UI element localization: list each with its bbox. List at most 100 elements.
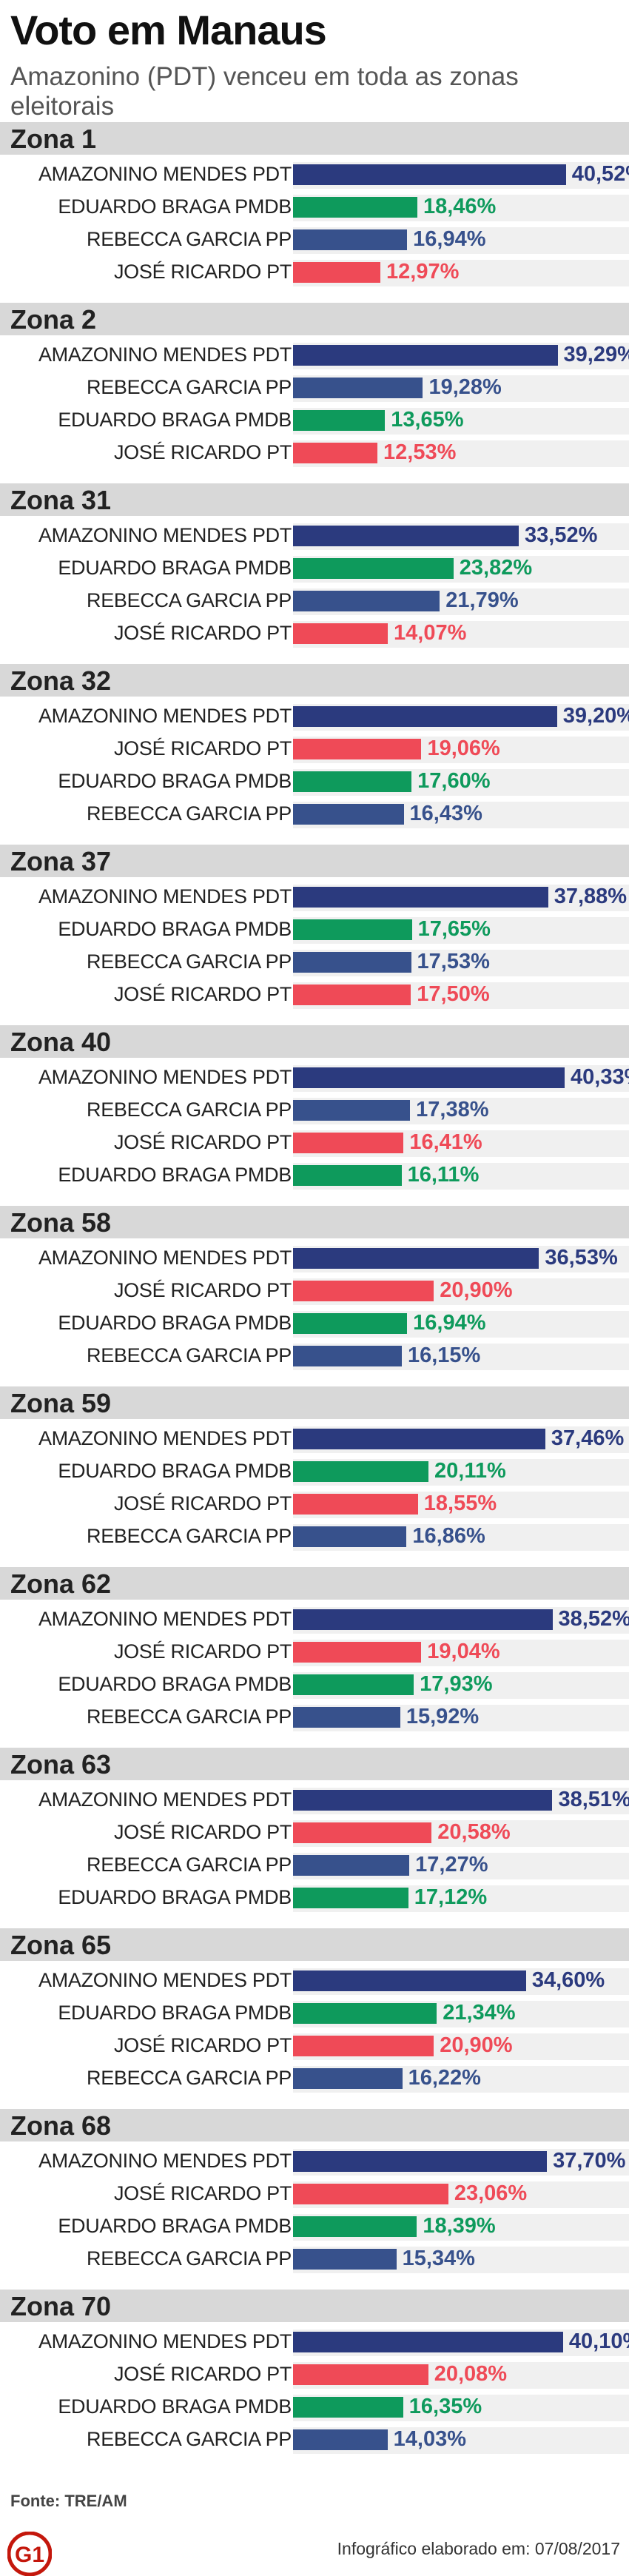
zone-title: Zona 70 — [10, 2291, 112, 2321]
bar-pt — [293, 985, 411, 1005]
value-label: 16,41% — [409, 1130, 482, 1154]
bar-pmdb — [293, 771, 412, 792]
bar-pdt — [293, 1429, 545, 1449]
zone-block: Zona 2 AMAZONINO MENDES PDT 39,29% REBECCA … — [0, 303, 629, 483]
result-row: EDUARDO BRAGA PMDB 21,34% — [0, 1996, 629, 2029]
bar-pp — [293, 2249, 397, 2270]
candidate-label: EDUARDO BRAGA PMDB — [58, 1460, 292, 1482]
result-row: AMAZONINO MENDES PDT 36,53% — [0, 1241, 629, 1274]
result-row: JOSÉ RICARDO PT 19,04% — [0, 1635, 629, 1668]
result-row: JOSÉ RICARDO PT 18,55% — [0, 1487, 629, 1520]
candidate-label: REBECCA GARCIA PP — [87, 2428, 292, 2450]
value-label: 37,88% — [554, 885, 628, 908]
value-label: 14,07% — [394, 621, 467, 645]
candidate-label: AMAZONINO MENDES PDT — [38, 1608, 292, 1630]
bar-pt — [293, 2364, 428, 2385]
bar-pp — [293, 229, 408, 250]
zone-block: Zona 31 AMAZONINO MENDES PDT 33,52% EDUARDO… — [0, 483, 629, 664]
zone-header: Zona 62 — [0, 1567, 629, 1600]
result-row: AMAZONINO MENDES PDT 39,20% — [0, 700, 629, 732]
result-row: JOSÉ RICARDO PT 12,53% — [0, 436, 629, 469]
zone-header: Zona 70 — [0, 2290, 629, 2322]
bar-pt — [293, 443, 378, 463]
result-row: EDUARDO BRAGA PMDB 16,11% — [0, 1158, 629, 1191]
zone-block: Zona 70 AMAZONINO MENDES PDT 40,10% JOSÉ RI… — [0, 2290, 629, 2470]
candidate-label: REBECCA GARCIA PP — [87, 802, 292, 825]
candidate-label: EDUARDO BRAGA PMDB — [58, 1164, 292, 1186]
value-label: 16,15% — [407, 1344, 481, 1367]
candidate-label: AMAZONINO MENDES PDT — [38, 705, 292, 727]
candidate-label: AMAZONINO MENDES PDT — [38, 1247, 292, 1269]
candidate-label: REBECCA GARCIA PP — [87, 2247, 292, 2270]
candidate-label: JOSÉ RICARDO PT — [113, 1492, 292, 1515]
candidate-label: EDUARDO BRAGA PMDB — [58, 770, 292, 792]
bar-pt — [293, 1494, 418, 1515]
bar-pmdb — [293, 2397, 403, 2418]
result-row: EDUARDO BRAGA PMDB 16,94% — [0, 1307, 629, 1339]
zone-title: Zona 32 — [10, 665, 112, 696]
bar-pt — [293, 1133, 404, 1153]
value-label: 18,46% — [423, 195, 497, 218]
value-label: 39,20% — [562, 704, 629, 728]
value-label: 16,22% — [408, 2066, 481, 2090]
zone-title: Zona 62 — [10, 1569, 112, 1599]
source-note: Fonte: TRE/AM — [10, 2492, 127, 2510]
candidate-label: REBECCA GARCIA PP — [87, 1705, 292, 1728]
candidate-label: JOSÉ RICARDO PT — [113, 2034, 292, 2056]
bar-pdt — [293, 706, 557, 727]
value-label: 38,51% — [558, 1788, 629, 1811]
bar-pp — [293, 1855, 410, 1876]
value-label: 16,86% — [412, 1524, 485, 1548]
candidate-label: REBECCA GARCIA PP — [87, 376, 292, 398]
bar-pmdb — [293, 1313, 408, 1334]
value-label: 33,52% — [525, 523, 598, 547]
candidate-label: EDUARDO BRAGA PMDB — [58, 1886, 292, 1908]
candidate-label: JOSÉ RICARDO PT — [113, 1131, 292, 1153]
result-row: JOSÉ RICARDO PT 14,07% — [0, 617, 629, 649]
value-label: 19,28% — [428, 375, 502, 399]
value-label: 34,60% — [531, 1968, 605, 1992]
value-label: 37,70% — [553, 2149, 626, 2173]
candidate-label: REBECCA GARCIA PP — [87, 1525, 292, 1547]
bar-pdt — [293, 526, 519, 546]
bar-pmdb — [293, 919, 412, 940]
value-label: 17,27% — [415, 1853, 488, 1876]
zone-title: Zona 63 — [10, 1749, 112, 1780]
result-row: REBECCA GARCIA PP 16,15% — [0, 1339, 629, 1372]
value-label: 16,35% — [408, 2395, 482, 2418]
candidate-label: AMAZONINO MENDES PDT — [38, 1066, 292, 1088]
zone-block: Zona 58 AMAZONINO MENDES PDT 36,53% JOSÉ RI… — [0, 1206, 629, 1386]
value-label: 21,34% — [443, 2001, 516, 2025]
candidate-label: AMAZONINO MENDES PDT — [38, 2330, 292, 2352]
candidate-label: EDUARDO BRAGA PMDB — [58, 1312, 292, 1334]
result-row: AMAZONINO MENDES PDT 33,52% — [0, 519, 629, 551]
value-label: 40,10% — [568, 2330, 629, 2353]
candidate-label: EDUARDO BRAGA PMDB — [58, 409, 292, 431]
bar-pp — [293, 1346, 402, 1366]
result-row: AMAZONINO MENDES PDT 37,46% — [0, 1422, 629, 1455]
result-row: EDUARDO BRAGA PMDB 23,82% — [0, 551, 629, 584]
value-label: 16,94% — [413, 227, 486, 251]
zone-header: Zona 32 — [0, 664, 629, 697]
result-row: EDUARDO BRAGA PMDB 20,11% — [0, 1455, 629, 1487]
result-row: AMAZONINO MENDES PDT 40,10% — [0, 2325, 629, 2358]
zone-header: Zona 37 — [0, 845, 629, 877]
bar-pp — [293, 1526, 407, 1547]
zone-block: Zona 68 AMAZONINO MENDES PDT 37,70% JOSÉ RI… — [0, 2109, 629, 2290]
value-label: 37,46% — [551, 1426, 625, 1450]
bar-pp — [293, 1100, 411, 1121]
bar-pp — [293, 804, 404, 825]
candidate-label: EDUARDO BRAGA PMDB — [58, 2395, 292, 2418]
result-row: REBECCA GARCIA PP 17,38% — [0, 1093, 629, 1126]
result-row: JOSÉ RICARDO PT 16,41% — [0, 1126, 629, 1158]
result-row: EDUARDO BRAGA PMDB 17,65% — [0, 913, 629, 945]
candidate-label: JOSÉ RICARDO PT — [113, 441, 292, 463]
bar-pt — [293, 739, 422, 759]
bar-pt — [293, 623, 388, 644]
bar-pdt — [293, 1790, 553, 1811]
zone-title: Zona 37 — [10, 846, 112, 876]
zone-title: Zona 68 — [10, 2110, 112, 2141]
page-subtitle: Amazonino (PDT) venceu em toda as zonas … — [10, 62, 519, 121]
bar-pmdb — [293, 1165, 402, 1186]
zone-block: Zona 63 AMAZONINO MENDES PDT 38,51% JOSÉ RI… — [0, 1748, 629, 1928]
